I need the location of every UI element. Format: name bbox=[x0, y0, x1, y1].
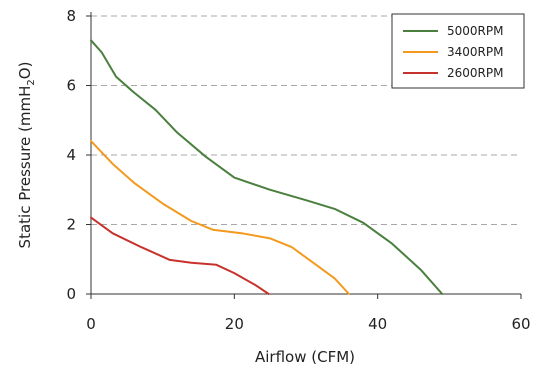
x-tick-label-60: 60 bbox=[511, 315, 530, 333]
y-tick-label-6: 6 bbox=[66, 77, 76, 95]
legend-label-3400rpm: 3400RPM bbox=[447, 45, 503, 59]
y-axis-title-end: O) bbox=[16, 62, 34, 80]
y-tick-label-0: 0 bbox=[66, 285, 76, 303]
legend-label-5000rpm: 5000RPM bbox=[447, 24, 503, 38]
series-lines bbox=[90, 39, 444, 295]
series-line-5000rpm bbox=[90, 39, 444, 295]
y-axis-title: Static Pressure (mmH2O) bbox=[16, 62, 37, 249]
tick-labels: 0 2 4 6 8 0 20 40 60 bbox=[66, 7, 530, 333]
y-tick-label-2: 2 bbox=[66, 216, 76, 234]
y-tick-label-8: 8 bbox=[66, 7, 76, 25]
legend-label-2600rpm: 2600RPM bbox=[447, 66, 503, 80]
legend: 5000RPM 3400RPM 2600RPM bbox=[391, 13, 525, 89]
y-axis-title-subscript: 2 bbox=[26, 79, 37, 85]
grid-lines bbox=[91, 15, 521, 225]
series-line-3400rpm bbox=[90, 140, 350, 295]
y-axis-title-main: Static Pressure (mmH bbox=[16, 86, 34, 249]
x-axis-title: Airflow (CFM) bbox=[255, 348, 355, 366]
x-tick-label-20: 20 bbox=[225, 315, 244, 333]
x-tick-label-40: 40 bbox=[368, 315, 387, 333]
x-tick-label-0: 0 bbox=[86, 315, 96, 333]
series-line-2600rpm bbox=[90, 216, 270, 295]
y-tick-label-4: 4 bbox=[66, 146, 76, 164]
axes bbox=[86, 12, 522, 299]
